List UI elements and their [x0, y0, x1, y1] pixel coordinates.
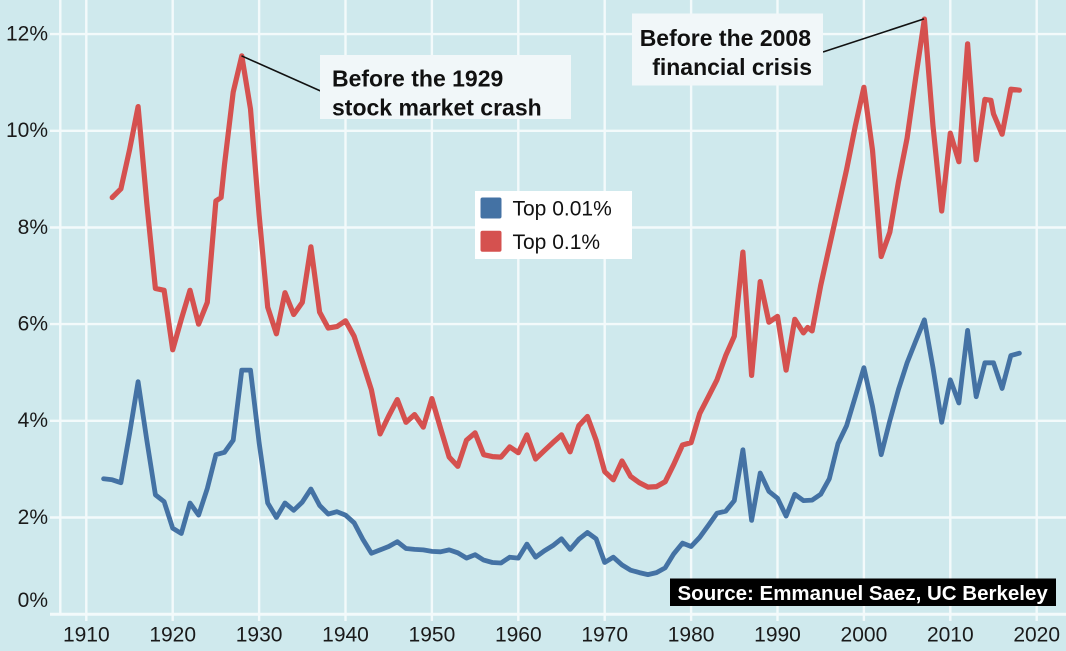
svg-text:Before the 1929: Before the 1929	[332, 66, 503, 92]
svg-text:2010: 2010	[927, 624, 974, 647]
svg-text:1960: 1960	[495, 624, 542, 647]
svg-text:1980: 1980	[668, 624, 715, 647]
svg-text:12%: 12%	[6, 22, 48, 45]
svg-text:2020: 2020	[1013, 624, 1060, 647]
svg-text:1910: 1910	[63, 624, 110, 647]
svg-text:4%: 4%	[18, 409, 48, 432]
svg-text:0%: 0%	[18, 589, 48, 612]
svg-text:2%: 2%	[18, 506, 48, 529]
svg-text:1950: 1950	[409, 624, 456, 647]
svg-text:Top 0.1%: Top 0.1%	[513, 231, 601, 254]
svg-text:1940: 1940	[322, 624, 369, 647]
svg-text:10%: 10%	[6, 119, 48, 142]
svg-text:1970: 1970	[581, 624, 628, 647]
svg-text:financial crisis: financial crisis	[652, 54, 812, 80]
svg-text:Source: Emmanuel Saez, UC Berk: Source: Emmanuel Saez, UC Berkeley	[678, 582, 1049, 605]
svg-text:stock market crash: stock market crash	[332, 95, 542, 121]
svg-text:6%: 6%	[18, 312, 48, 335]
svg-text:2000: 2000	[841, 624, 888, 647]
svg-text:Top 0.01%: Top 0.01%	[513, 198, 612, 221]
svg-text:Before the 2008: Before the 2008	[640, 25, 812, 51]
svg-text:1930: 1930	[236, 624, 283, 647]
svg-text:1920: 1920	[149, 624, 196, 647]
svg-text:8%: 8%	[18, 216, 48, 239]
svg-text:1990: 1990	[754, 624, 801, 647]
